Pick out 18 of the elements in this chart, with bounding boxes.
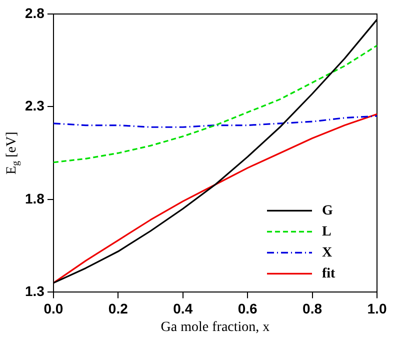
y-tick-label: 1.3 [24, 283, 45, 300]
y-tick-label: 2.3 [24, 98, 45, 114]
x-tick-label: 0.8 [302, 300, 322, 316]
x-tick-label: 0.0 [44, 300, 64, 316]
x-axis-title: Ga mole fraction, x [160, 320, 270, 335]
legend-label: L [322, 224, 332, 240]
x-tick-label: 0.6 [238, 300, 258, 316]
y-tick-label: 1.8 [24, 190, 45, 206]
y-axis-title: Eg [eV] [4, 132, 22, 174]
legend-label: G [322, 203, 333, 218]
line-series [53, 44, 377, 164]
x-tick-label: 0.2 [108, 300, 128, 316]
x-tick-label: 0.4 [173, 300, 193, 316]
line-series [53, 115, 377, 128]
y-tick-label: 2.8 [24, 4, 45, 21]
legend-label: X [322, 245, 332, 260]
x-tick-label: 1.0 [367, 300, 387, 316]
legend-label: fit [322, 266, 336, 282]
